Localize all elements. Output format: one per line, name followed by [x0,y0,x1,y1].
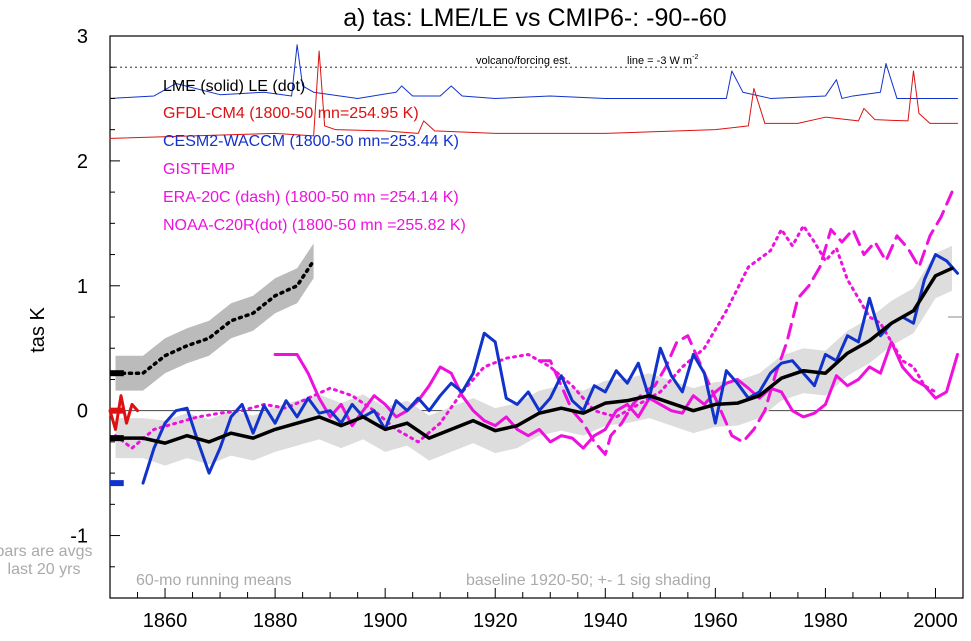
x-tick-label: 1960 [693,610,738,632]
y-tick-label: 2 [77,151,88,173]
y-tick-label: 3 [77,26,88,48]
series-lines [108,44,959,485]
legend-gfdl: GFDL-CM4 (1800-50 mn=254.95 K) [163,105,419,122]
x-tick-label: 1940 [583,610,628,632]
x-tick-label: 1880 [253,610,298,632]
forcing-line-superscript: -2 [692,54,698,61]
bars-note-line2: last 20 yrs [8,561,81,578]
bars-note-line1: bars are avgs [0,543,92,560]
axis-ticks [109,35,964,599]
volcano-annotation: volcano/forcing est. [476,55,571,67]
x-tick-label: 1920 [473,610,518,632]
x-tick-label: 1900 [363,610,408,632]
series-lme-mean [113,266,954,445]
legend-lme: LME (solid) LE (dot) [163,78,305,95]
x-tick-label: 1980 [803,610,848,632]
series-gistemp [273,340,959,450]
y-tick-label: -1 [70,526,88,548]
y-axis-label: tas K [27,307,49,353]
x-tick-label: 2000 [913,610,958,632]
running-mean-note: 60-mo running means [136,572,292,589]
chart-title: a) tas: LME/LE vs CMIP6-: -90--60 [343,4,726,32]
x-tick-label: 1860 [143,610,188,632]
legend-noaa: NOAA-C20R(dot) (1800-50 mn =255.82 K) [163,217,466,234]
series-lme-volcano-forcing [109,44,958,99]
legend-era20c: ERA-20C (dash) (1800-50 mn =254.14 K) [163,189,459,206]
series-cesm2-waccm [141,253,959,485]
forcing-line-annotation: line = -3 W m-2 [627,54,698,67]
series-noaa-c20r [114,224,937,450]
forcing-line-text: line = -3 W m [627,55,692,67]
legend-gistemp: GISTEMP [163,161,235,178]
avg-bars [110,370,124,487]
legend-cesm: CESM2-WACCM (1800-50 mn=253.44 K) [163,133,459,150]
series-le-mean [113,259,316,375]
y-tick-label: 0 [77,401,88,423]
series-gfdl-cm4-volcano-forcing [109,50,958,139]
series-era-20c [537,190,954,456]
band-le-mean [115,243,314,391]
baseline-note: baseline 1920-50; +- 1 sig shading [466,572,711,589]
y-tick-label: 1 [77,276,88,298]
